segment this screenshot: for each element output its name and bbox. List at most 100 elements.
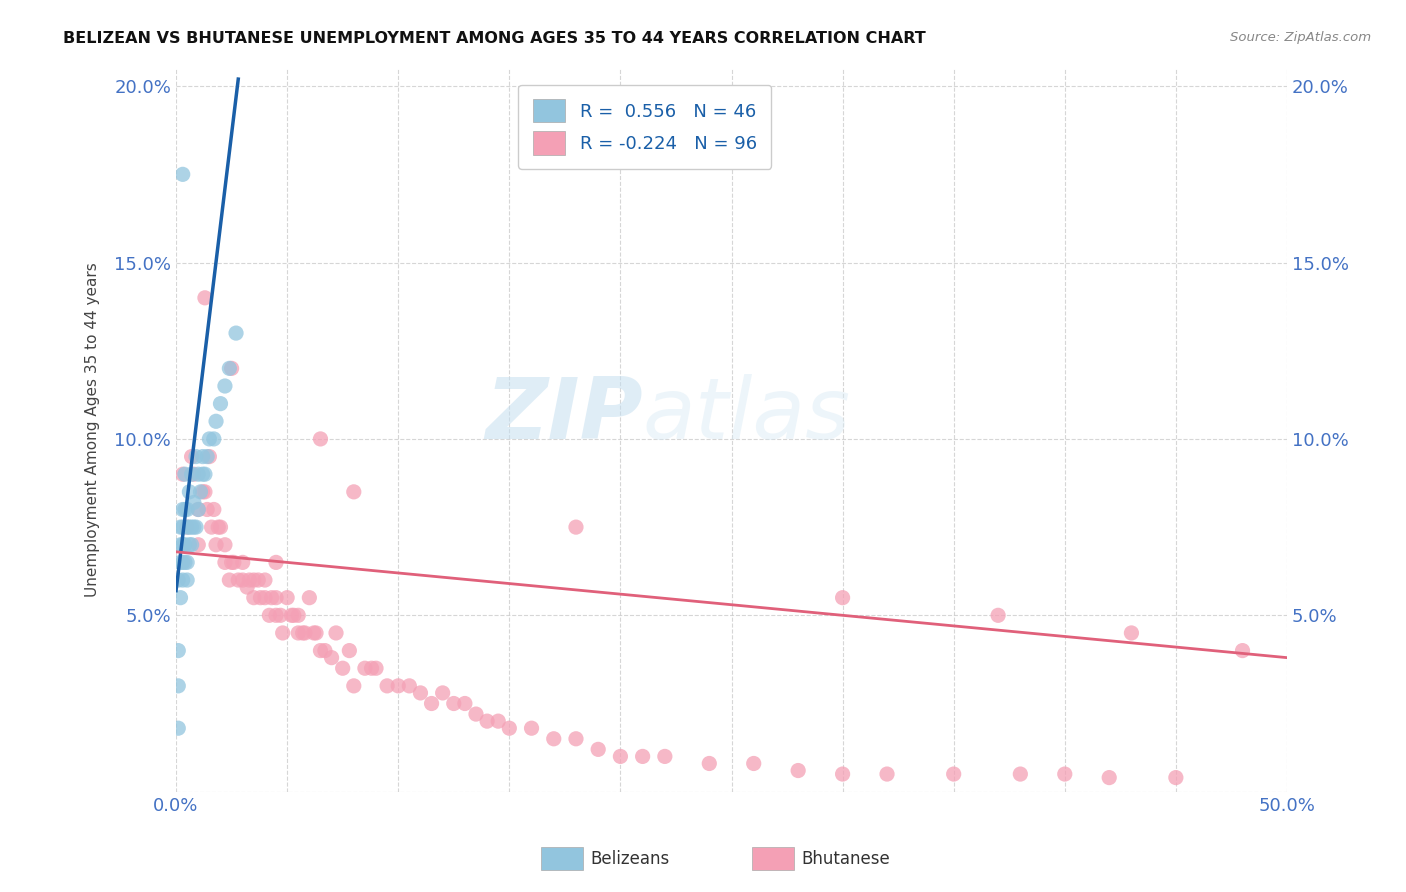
Point: [787, 764, 810, 778]
Point: [1164, 771, 1187, 785]
Point: [343, 679, 366, 693]
Point: [174, 538, 197, 552]
Point: [232, 573, 254, 587]
Point: [218, 573, 240, 587]
Point: [276, 591, 298, 605]
Point: [214, 538, 236, 552]
Point: [180, 450, 202, 464]
Point: [169, 520, 191, 534]
Point: [176, 555, 198, 569]
Point: [172, 538, 194, 552]
Point: [195, 450, 218, 464]
Text: ZIP: ZIP: [485, 374, 643, 457]
Point: [543, 731, 565, 746]
Y-axis label: Unemployment Among Ages 35 to 44 years: Unemployment Among Ages 35 to 44 years: [86, 263, 100, 598]
Point: [172, 573, 194, 587]
Point: [443, 697, 465, 711]
Point: [269, 608, 291, 623]
Point: [942, 767, 965, 781]
Point: [283, 608, 305, 623]
Point: [1232, 643, 1254, 657]
Point: [305, 626, 328, 640]
Point: [264, 608, 287, 623]
Point: [179, 520, 201, 534]
Point: [259, 608, 281, 623]
Point: [198, 432, 221, 446]
Point: [176, 520, 198, 534]
Point: [398, 679, 420, 693]
Point: [287, 626, 309, 640]
Point: [321, 650, 343, 665]
Point: [209, 520, 232, 534]
Point: [176, 502, 198, 516]
Point: [172, 502, 194, 516]
Point: [174, 502, 197, 516]
Point: [225, 326, 247, 340]
Point: [325, 626, 347, 640]
Point: [831, 591, 853, 605]
Point: [169, 538, 191, 552]
Point: [187, 538, 209, 552]
Point: [360, 661, 382, 675]
Point: [209, 397, 232, 411]
Point: [654, 749, 676, 764]
Point: [214, 379, 236, 393]
Point: [987, 608, 1010, 623]
Point: [184, 450, 207, 464]
Point: [586, 742, 609, 756]
Point: [174, 555, 197, 569]
Point: [221, 555, 243, 569]
Point: [287, 608, 309, 623]
Point: [354, 661, 377, 675]
Point: [409, 686, 432, 700]
Point: [198, 450, 221, 464]
Point: [314, 643, 336, 657]
Point: [364, 661, 387, 675]
Text: Source: ZipAtlas.com: Source: ZipAtlas.com: [1230, 31, 1371, 45]
Point: [218, 361, 240, 376]
Point: [180, 538, 202, 552]
Point: [387, 679, 409, 693]
Point: [187, 502, 209, 516]
Point: [294, 626, 316, 640]
Text: BELIZEAN VS BHUTANESE UNEMPLOYMENT AMONG AGES 35 TO 44 YEARS CORRELATION CHART: BELIZEAN VS BHUTANESE UNEMPLOYMENT AMONG…: [63, 31, 927, 46]
Text: atlas: atlas: [643, 374, 851, 457]
Point: [498, 721, 520, 735]
Point: [169, 591, 191, 605]
Point: [243, 591, 266, 605]
Point: [236, 580, 259, 594]
Point: [1053, 767, 1076, 781]
Point: [167, 679, 190, 693]
Point: [195, 502, 218, 516]
Point: [253, 573, 276, 587]
Point: [420, 697, 443, 711]
Point: [207, 520, 229, 534]
Point: [183, 520, 205, 534]
Point: [174, 467, 197, 482]
Point: [264, 591, 287, 605]
Point: [167, 721, 190, 735]
Point: [176, 573, 198, 587]
Point: [167, 643, 190, 657]
Point: [876, 767, 898, 781]
Point: [176, 520, 198, 534]
Point: [184, 520, 207, 534]
Point: [247, 573, 270, 587]
Point: [205, 538, 228, 552]
Point: [291, 626, 314, 640]
Point: [631, 749, 654, 764]
Point: [697, 756, 720, 771]
Point: [486, 714, 509, 728]
Point: [183, 495, 205, 509]
Point: [167, 573, 190, 587]
Point: [205, 414, 228, 428]
Point: [337, 643, 360, 657]
Point: [302, 626, 325, 640]
Point: [253, 591, 276, 605]
Point: [194, 467, 217, 482]
Point: [1010, 767, 1032, 781]
Point: [232, 555, 254, 569]
Point: [565, 731, 588, 746]
Point: [249, 591, 271, 605]
Point: [332, 661, 354, 675]
